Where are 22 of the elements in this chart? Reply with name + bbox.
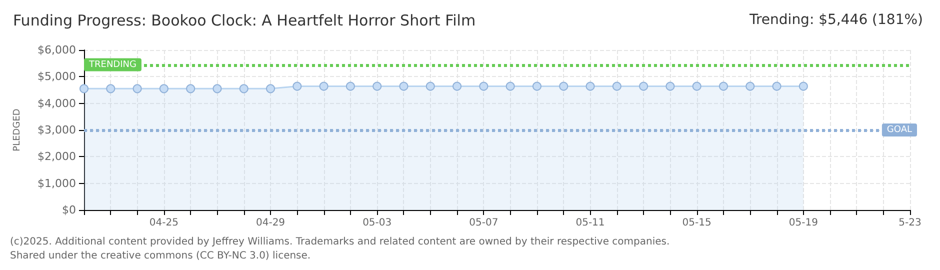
x-tick-label: 05-19	[788, 218, 818, 228]
y-tick-label: $6,000	[38, 44, 76, 56]
y-tick-label: $5,000	[38, 70, 76, 84]
x-tick-label: 05-11	[576, 218, 605, 228]
chart-subtitle: Trending: $5,446 (181%)	[748, 12, 924, 28]
x-tick-label: 04-29	[256, 218, 286, 228]
ref-line-label: GOAL	[886, 125, 912, 135]
chart-title: Funding Progress: Bookoo Clock: A Heartfelt Horror Short Film	[13, 12, 476, 30]
text: Shared under the creative commons (CC BY-NC 3.0) license.	[10, 250, 311, 262]
x-tick-label: 05-03	[362, 218, 392, 228]
y-tick-label: $4,000	[38, 96, 76, 110]
y-tick-label: $2,000	[38, 150, 76, 164]
x-tick-label: 05-07	[469, 218, 498, 228]
x-tick-label: 05-15	[682, 218, 712, 228]
text: (c)2025. Additional content provided by Jeffrey Williams. Trademarks and related content are owned by their respective companies.	[10, 236, 670, 248]
y-axis-title: PLEDGED	[12, 108, 22, 152]
ref-line-label: TRENDING	[88, 60, 136, 70]
y-tick-label: $1,000	[38, 176, 76, 190]
y-tick-label: $0	[62, 204, 76, 216]
y-tick-label: $3,000	[38, 124, 76, 136]
x-tick-label: 04-25	[149, 218, 178, 228]
x-tick-label: 5-23	[898, 218, 922, 228]
